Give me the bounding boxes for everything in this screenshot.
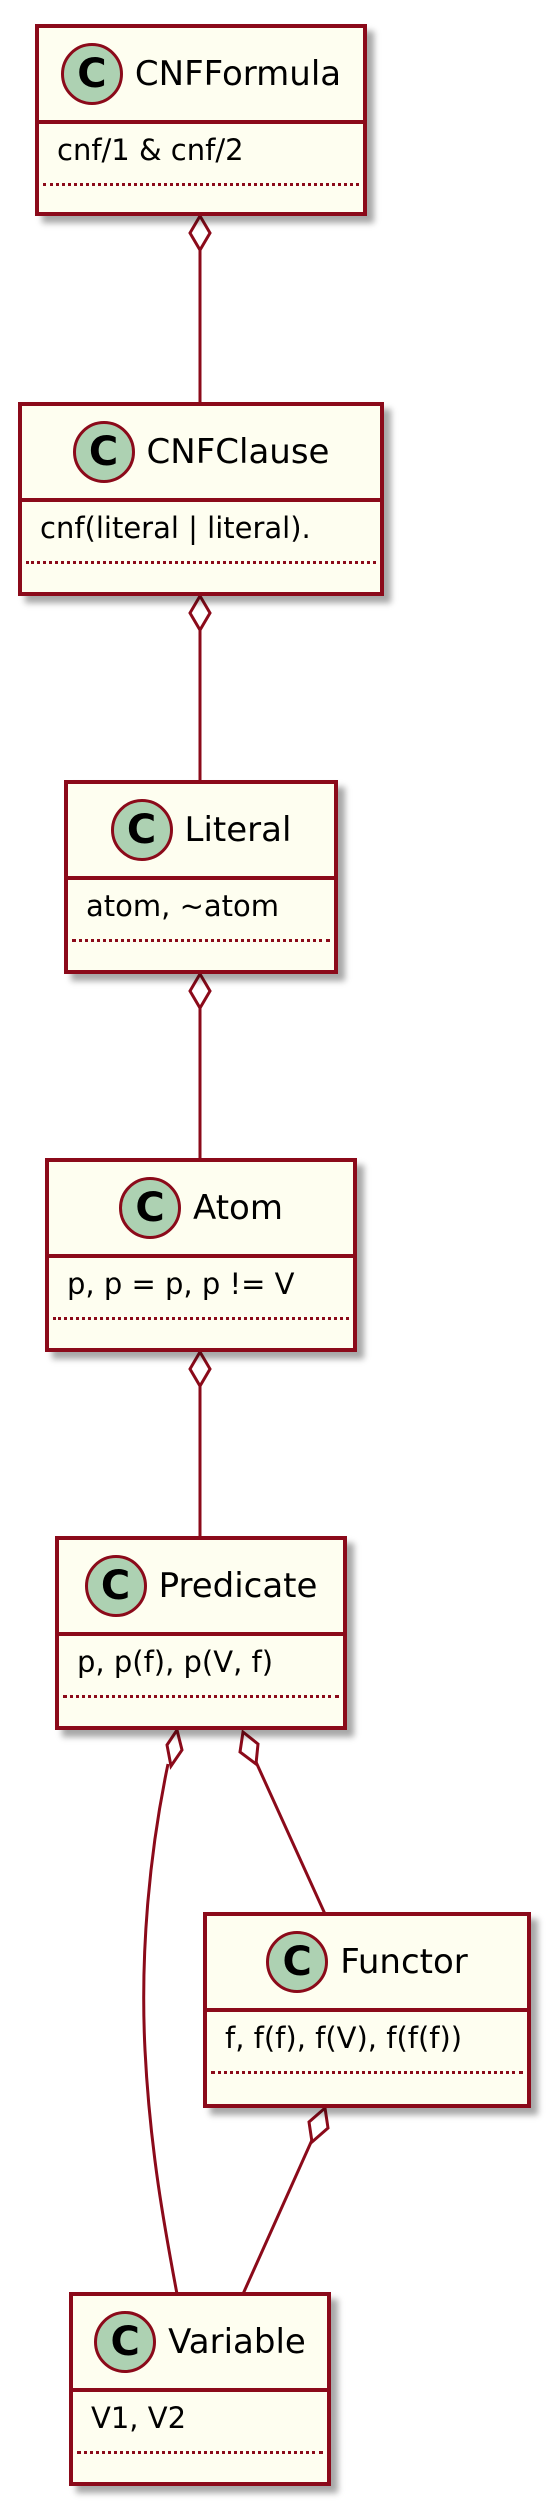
divider [77, 2451, 323, 2454]
class-body: f, f(f), f(V), f(f(f)) [207, 2012, 527, 2092]
divider [72, 939, 330, 942]
class-field: p, p(f), p(V, f) [77, 1645, 274, 1679]
class-body: cnf(literal | literal). [22, 502, 380, 582]
class-header: C Variable [73, 2296, 327, 2392]
class-header: C Predicate [59, 1540, 343, 1636]
class-atom[interactable]: C Atom p, p = p, p != V [45, 1158, 357, 1352]
class-name: CNFFormula [134, 54, 342, 94]
edge-literal-atom [188, 971, 212, 1160]
class-body: V1, V2 [73, 2392, 327, 2472]
class-name: Functor [340, 1942, 468, 1982]
class-variable[interactable]: C Variable V1, V2 [69, 2292, 331, 2486]
class-icon: C [60, 43, 123, 105]
class-icon: C [110, 799, 173, 861]
divider [26, 561, 376, 564]
aggregation-diamond [188, 971, 212, 1011]
class-body: p, p(f), p(V, f) [59, 1636, 343, 1716]
class-name: Literal [184, 810, 292, 850]
class-body: atom, ~atom [68, 880, 334, 960]
class-name: Atom [193, 1188, 283, 1228]
edge-cnfclause-literal [188, 593, 212, 782]
class-icon: C [266, 1931, 329, 1993]
edge-predicate-variable [142, 1726, 184, 2295]
class-predicate[interactable]: C Predicate p, p(f), p(V, f) [55, 1536, 347, 1730]
class-field: p, p = p, p != V [67, 1267, 295, 1301]
class-functor[interactable]: C Functor f, f(f), f(V), f(f(f)) [203, 1912, 531, 2108]
class-field: cnf/1 & cnf/2 [57, 133, 244, 167]
edge-functor-variable [241, 2105, 330, 2295]
class-cnfclause[interactable]: C CNFClause cnf(literal | literal). [18, 402, 384, 596]
class-header: C Literal [68, 784, 334, 880]
aggregation-diamond [188, 593, 212, 633]
edge-atom-predicate [188, 1349, 212, 1538]
class-field: V1, V2 [91, 2401, 187, 2435]
aggregation-diamond [188, 213, 212, 253]
class-header: C Functor [207, 1916, 527, 2012]
class-literal[interactable]: C Literal atom, ~atom [64, 780, 338, 974]
class-field: atom, ~atom [86, 889, 280, 923]
aggregation-diamond [188, 1349, 212, 1389]
class-icon: C [84, 1555, 147, 1617]
class-header: C Atom [49, 1162, 353, 1258]
class-header: C CNFFormula [39, 28, 363, 124]
class-body: p, p = p, p != V [49, 1258, 353, 1338]
class-icon: C [94, 2311, 157, 2373]
divider [43, 183, 359, 186]
class-field: f, f(f), f(V), f(f(f)) [225, 2021, 463, 2055]
divider [53, 1317, 349, 1320]
class-header: C CNFClause [22, 406, 380, 502]
aggregation-diamond [165, 1726, 184, 1770]
class-field: cnf(literal | literal). [40, 511, 311, 545]
class-name: Variable [168, 2322, 306, 2362]
aggregation-diamond [238, 1729, 260, 1767]
class-body: cnf/1 & cnf/2 [39, 124, 363, 204]
class-cnfformula[interactable]: C CNFFormula cnf/1 & cnf/2 [35, 24, 367, 216]
aggregation-diamond [307, 2105, 330, 2145]
class-name: CNFClause [146, 432, 330, 472]
class-name: Predicate [158, 1566, 318, 1606]
class-icon: C [72, 421, 135, 483]
divider [211, 2071, 523, 2074]
divider [63, 1695, 339, 1698]
edge-predicate-functor [238, 1729, 327, 1915]
edge-cnfformula-cnfclause [188, 213, 212, 404]
class-icon: C [119, 1177, 182, 1239]
